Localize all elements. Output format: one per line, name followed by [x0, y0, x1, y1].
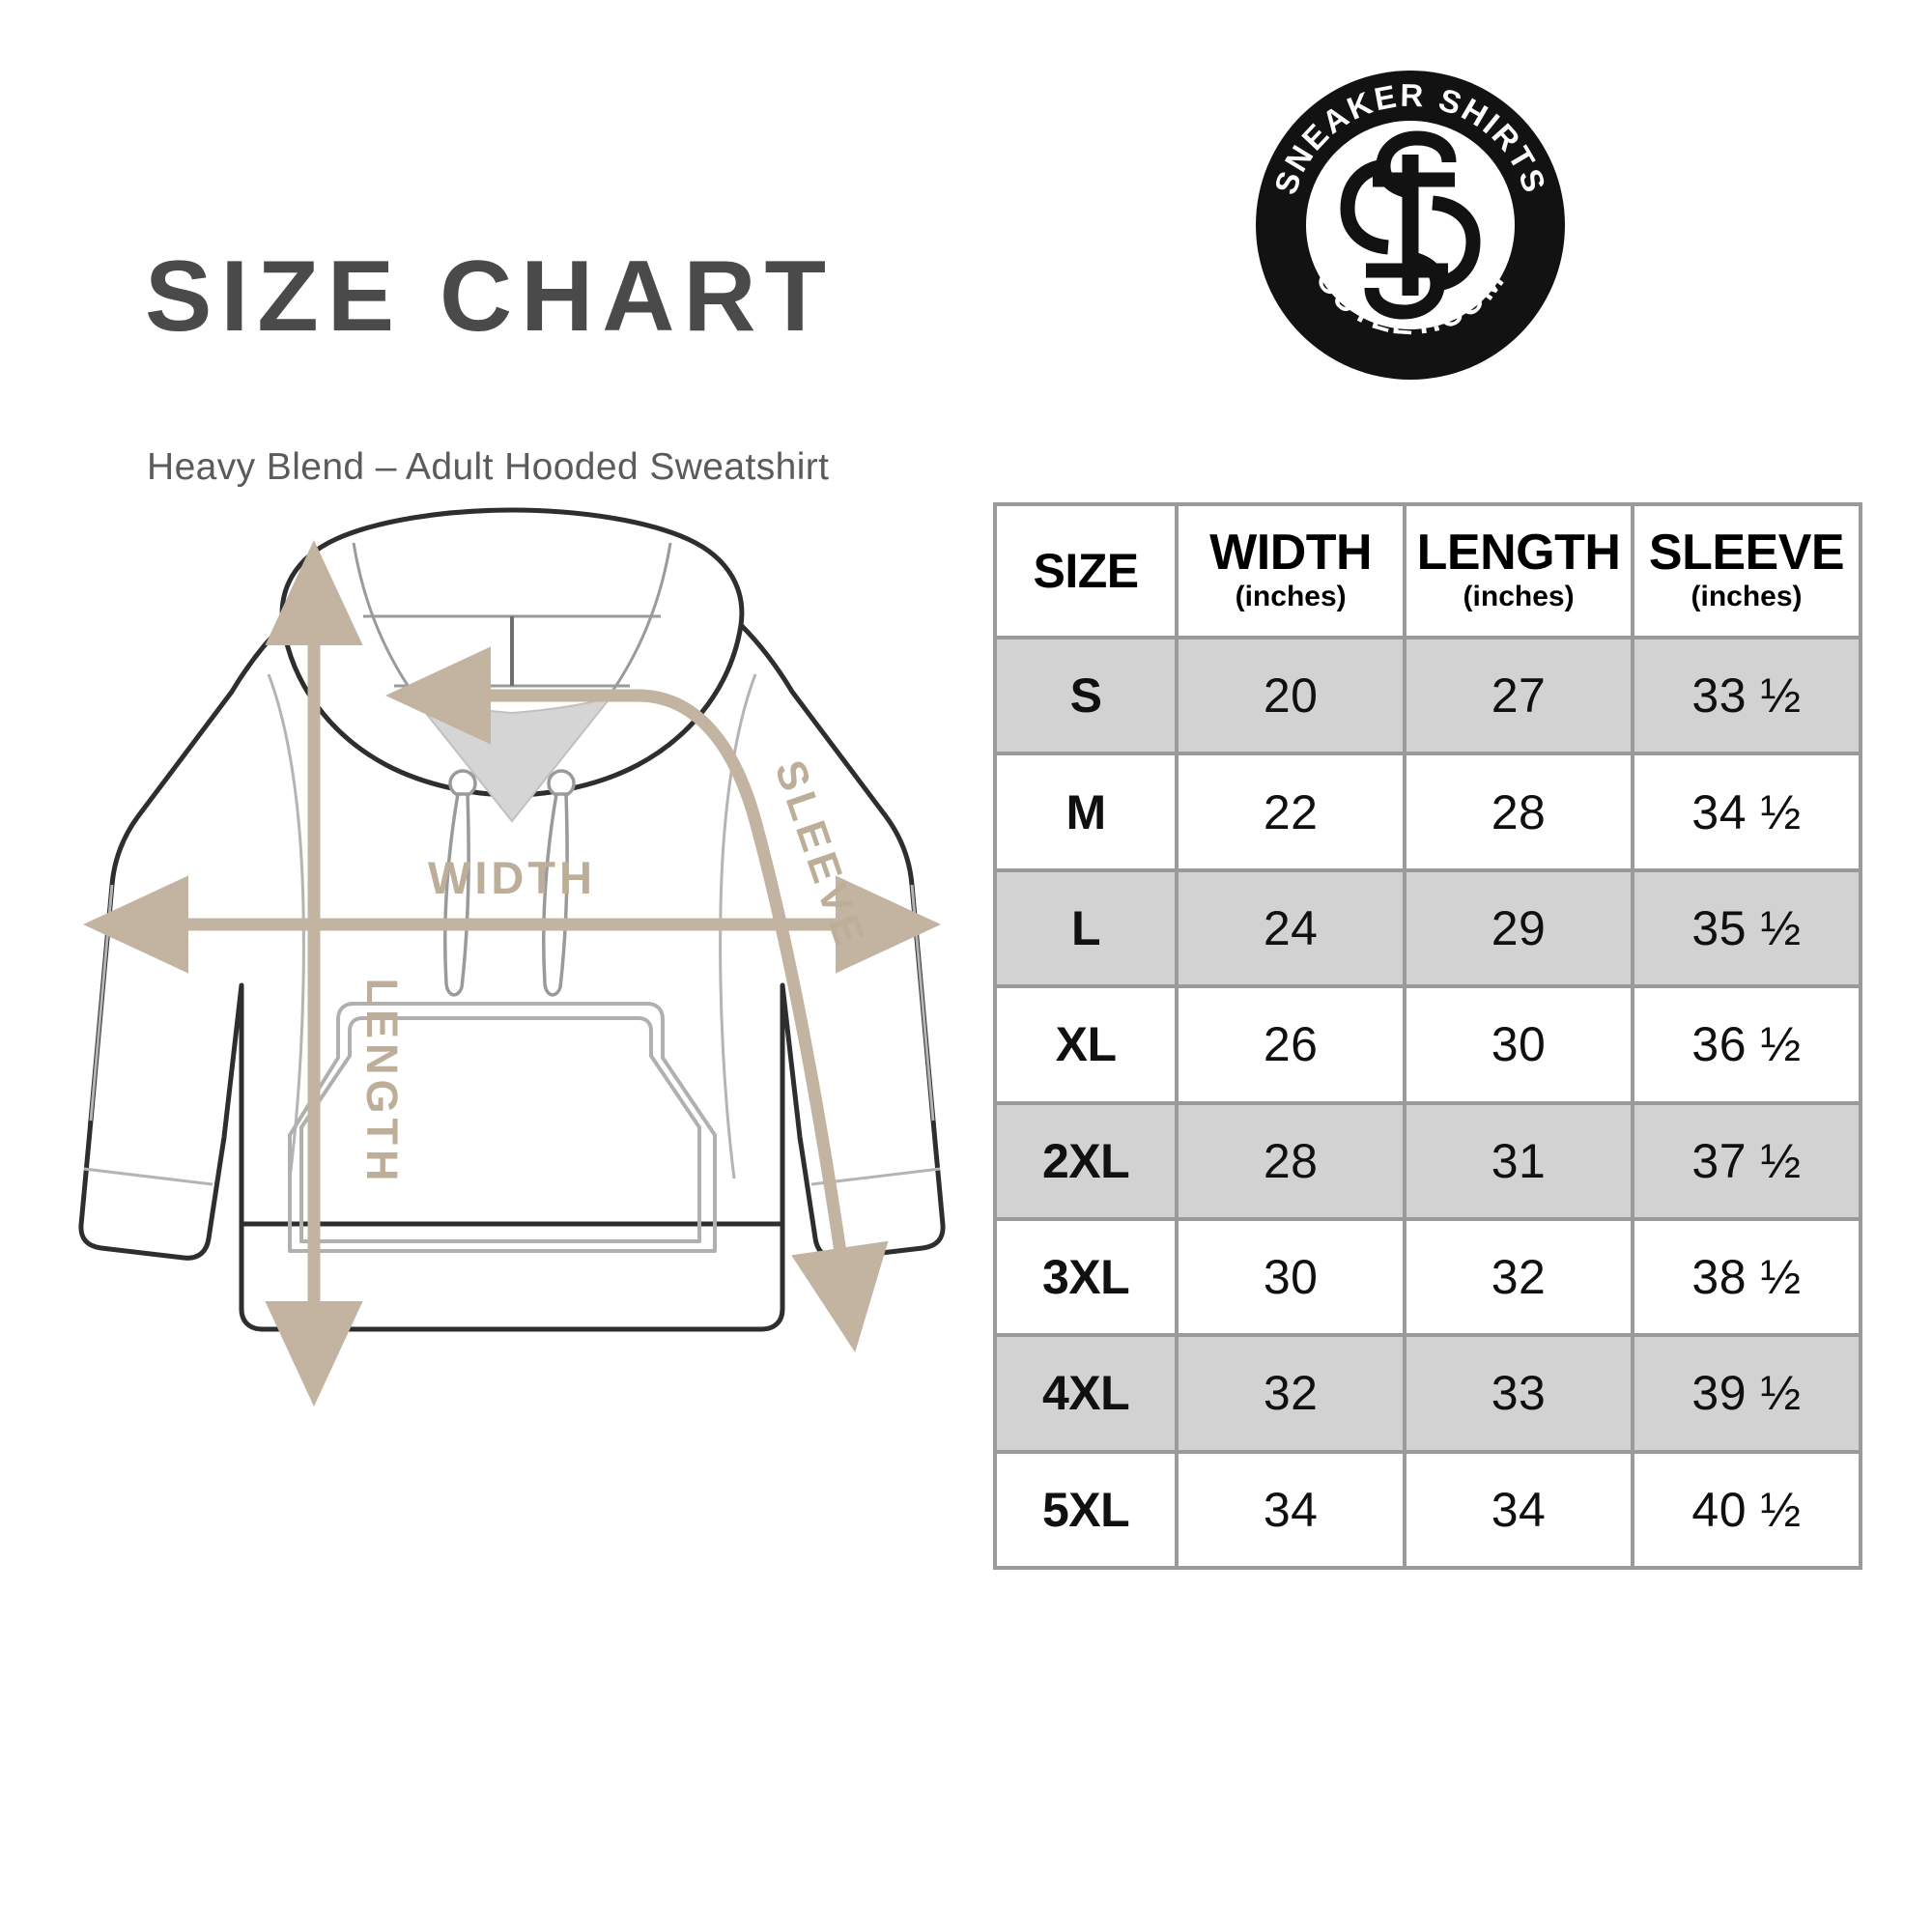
column-header-width-label: WIDTH [1209, 524, 1373, 581]
table-row: 2XL 28 31 37 ½ [992, 1100, 1862, 1221]
cell-width: 34 [1175, 1449, 1407, 1571]
cell-sleeve: 34 ½ [1631, 752, 1862, 872]
cell-length: 27 [1403, 635, 1635, 756]
table-row: 4XL 32 33 39 ½ [992, 1333, 1862, 1454]
cell-sleeve: 38 ½ [1631, 1216, 1862, 1338]
cell-length: 33 [1403, 1333, 1635, 1454]
column-header-size: SIZE [992, 502, 1179, 639]
cell-width: 22 [1175, 752, 1407, 872]
logo-monogram-icon [1340, 130, 1481, 320]
length-label: LENGTH [357, 979, 407, 1186]
cell-width: 32 [1175, 1333, 1407, 1454]
cell-length: 31 [1403, 1100, 1635, 1221]
cell-width: 24 [1175, 867, 1407, 989]
cell-size: L [992, 867, 1179, 989]
hoodie-technical-drawing-icon: WIDTH LENGTH SLEEVE [78, 507, 946, 1407]
cell-sleeve: 40 ½ [1631, 1449, 1862, 1571]
column-header-sleeve: SLEEVE (inches) [1631, 502, 1862, 639]
cell-size: M [992, 752, 1179, 872]
cell-length: 32 [1403, 1216, 1635, 1338]
table-row: XL 26 30 36 ½ [992, 984, 1862, 1105]
table-row: S 20 27 33 ½ [992, 635, 1862, 756]
cell-size: 2XL [992, 1100, 1179, 1221]
column-header-length: LENGTH (inches) [1403, 502, 1635, 639]
table-row: L 24 29 35 ½ [992, 867, 1862, 989]
column-header-width-units: (inches) [1235, 580, 1347, 612]
column-header-length-units: (inches) [1463, 580, 1575, 612]
table-header-row: SIZE WIDTH (inches) LENGTH (inches) SLEE… [992, 502, 1862, 639]
cell-size: 3XL [992, 1216, 1179, 1338]
left-cuff-icon [78, 1120, 227, 1261]
cell-sleeve: 35 ½ [1631, 867, 1862, 989]
cell-width: 20 [1175, 635, 1407, 756]
page-title: SIZE CHART [145, 241, 835, 353]
cell-size: XL [992, 984, 1179, 1105]
cell-sleeve: 37 ½ [1631, 1100, 1862, 1221]
cell-length: 34 [1403, 1449, 1635, 1571]
cell-width: 26 [1175, 984, 1407, 1105]
table-row: M 22 28 34 ½ [992, 752, 1862, 872]
cell-size: S [992, 635, 1179, 756]
cell-width: 28 [1175, 1100, 1407, 1221]
table-row: 5XL 34 34 40 ½ [992, 1449, 1862, 1571]
cell-sleeve: 33 ½ [1631, 635, 1862, 756]
cell-length: 28 [1403, 752, 1635, 872]
sleeve-measure-arrow [385, 646, 889, 1353]
cell-size: 5XL [992, 1449, 1179, 1571]
hoodie-illustration: WIDTH LENGTH SLEEVE [58, 502, 966, 1604]
cell-width: 30 [1175, 1216, 1407, 1338]
cell-length: 29 [1403, 867, 1635, 989]
brand-logo: SNEAKER SHIRTS OUTLET.COM [1251, 66, 1570, 384]
column-header-sleeve-label: SLEEVE [1648, 524, 1845, 581]
page-subtitle: Heavy Blend – Adult Hooded Sweatshirt [147, 446, 830, 488]
size-table: SIZE WIDTH (inches) LENGTH (inches) SLEE… [992, 502, 1862, 1571]
column-header-sleeve-units: (inches) [1690, 580, 1803, 612]
brand-logo-icon: SNEAKER SHIRTS OUTLET.COM [1256, 71, 1565, 380]
column-header-length-label: LENGTH [1416, 524, 1621, 581]
table-row: 3XL 30 32 38 ½ [992, 1216, 1862, 1338]
cell-size: 4XL [992, 1333, 1179, 1454]
column-header-width: WIDTH (inches) [1175, 502, 1407, 639]
size-table-body: S 20 27 33 ½ M 22 28 34 ½ L 24 29 35 ½ XL 26 30 36 ½ 2XL… [992, 635, 1862, 1571]
size-table-header: SIZE WIDTH (inches) LENGTH (inches) SLEE… [992, 502, 1862, 639]
size-table-container: SIZE WIDTH (inches) LENGTH (inches) SLEE… [992, 502, 1862, 1571]
cell-sleeve: 39 ½ [1631, 1333, 1862, 1454]
column-header-size-label: SIZE [1033, 543, 1140, 598]
width-label: WIDTH [428, 852, 596, 903]
cell-sleeve: 36 ½ [1631, 984, 1862, 1105]
cell-length: 30 [1403, 984, 1635, 1105]
